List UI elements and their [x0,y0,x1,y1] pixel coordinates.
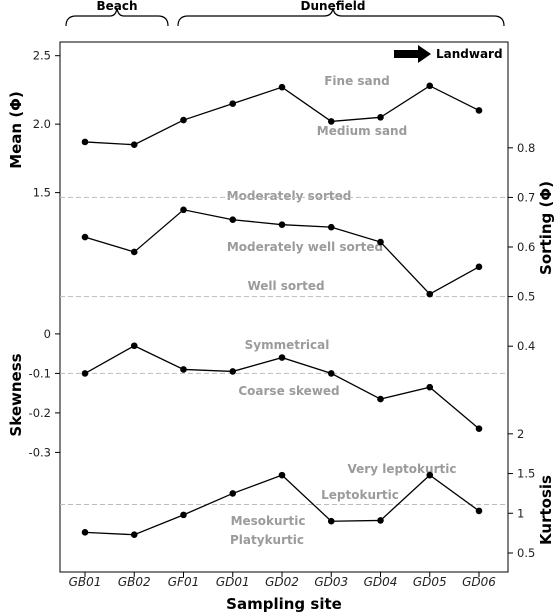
x-tick-label: GD06 [462,575,496,589]
kurtosis-tick-label: 2 [517,427,524,441]
sorting-data-point [377,238,384,246]
x-tick-label: GD05 [413,575,447,589]
x-tick-label: GD01 [216,575,250,589]
mean-series-line [84,85,480,146]
zone-moderately-well-sorted: Moderately well sorted [227,240,383,254]
beach-label: Beach [96,0,137,13]
beach-bracket [65,7,169,27]
zone-medium-sand: Medium sand [317,124,407,138]
skewness-data-point [327,370,335,377]
skewness-data-point [229,368,237,375]
skewness-tick-label: 0 [44,327,51,341]
landward-label: Landward [436,47,503,61]
site-group-brackets: Beach Dunefield [65,0,505,27]
zone-well-sorted: Well sorted [247,279,324,293]
sorting-data-point [475,263,483,271]
mean-data-point [278,83,286,91]
mean-tick-label: 2.5 [33,49,51,63]
sorting-data-point [426,290,434,298]
zone-mesokurtic: Mesokurtic [231,514,306,528]
sorting-axis-title: Sorting (Φ) [537,181,555,275]
skewness-data-point [278,354,286,361]
zone-very-leptokurtic: Very leptokurtic [348,462,457,476]
mean-data-point [130,141,138,148]
kurtosis-tick-label: 1 [517,506,524,520]
mean-axis-title: Mean (Φ) [7,91,25,169]
sorting-data-point [327,223,335,231]
kurtosis-data-point [327,517,335,525]
dunefield-bracket [177,7,505,27]
zone-labels: Fine sand Medium sand Moderately sorted … [227,74,457,547]
kurtosis-data-point [229,490,237,497]
kurtosis-data-point [180,511,187,519]
landward-arrow-icon [394,45,431,63]
plot-frame [59,41,509,573]
zone-fine-sand: Fine sand [324,74,390,88]
kurtosis-tick-label: 1.5 [517,467,535,481]
sorting-data-point [180,206,187,214]
axes: GB01 GB02 GF01 GD01 GD02 GD03 GD04 GD05 GD06 1.5 2… [29,49,536,589]
kurtosis-axis-title: Kurtosis [537,475,555,545]
sorting-tick-label: 0.7 [517,190,535,204]
mean-tick-label: 1.5 [33,186,51,200]
skewness-data-point [426,383,434,391]
skewness-data-point [130,342,138,350]
skewness-data-point [475,425,483,433]
x-tick-label: GD02 [265,575,299,589]
dunefield-label: Dunefield [301,0,366,13]
kurtosis-data-point [81,529,89,536]
kurtosis-tick-label: 0.5 [517,546,535,560]
sorting-tick-label: 0.8 [517,141,535,155]
skewness-tick-label: -0.2 [29,406,51,420]
sorting-tick-label: 0.4 [517,339,535,353]
zone-symmetrical: Symmetrical [245,338,330,352]
sorting-data-point [130,248,138,256]
mean-data-point [426,82,434,90]
x-axis-title: Sampling site [226,595,342,613]
mean-data-point [180,116,187,124]
skewness-tick-label: -0.1 [29,366,51,380]
sorting-data-point [229,216,237,224]
kurtosis-data-point [475,507,483,515]
kurtosis-data-point [377,517,384,524]
mean-data-point [229,100,237,107]
x-tick-label: GD04 [364,575,398,589]
kurtosis-data-point [130,531,138,539]
mean-data-point [81,138,89,146]
skewness-data-point [81,370,89,377]
landward-indicator: Landward [394,45,503,63]
kurtosis-data-point [426,471,434,479]
sorting-tick-label: 0.5 [517,290,535,304]
kurtosis-data-point [278,471,286,479]
x-tick-label: GD03 [314,575,348,589]
mean-data-point [327,118,335,125]
sorting-data-point [278,221,286,228]
x-tick-label: GF01 [168,575,199,589]
sorting-data-point [81,233,89,241]
sorting-tick-label: 0.6 [517,240,535,254]
x-tick-label: GB01 [69,575,102,589]
x-tick-label: GB02 [118,575,151,589]
skewness-data-point [377,395,384,403]
reference-lines [60,196,508,506]
zone-coarse-skewed: Coarse skewed [238,384,339,398]
mean-data-point [475,107,483,114]
zone-platykurtic: Platykurtic [230,533,304,547]
zone-moderately-sorted: Moderately sorted [227,189,352,203]
mean-tick-label: 2.0 [33,117,51,131]
zone-leptokurtic: Leptokurtic [321,488,399,502]
skewness-axis-title: Skewness [7,353,25,436]
mean-data-point [377,114,384,121]
series [81,82,483,539]
skewness-tick-label: -0.3 [29,445,51,459]
skewness-data-point [180,366,187,373]
